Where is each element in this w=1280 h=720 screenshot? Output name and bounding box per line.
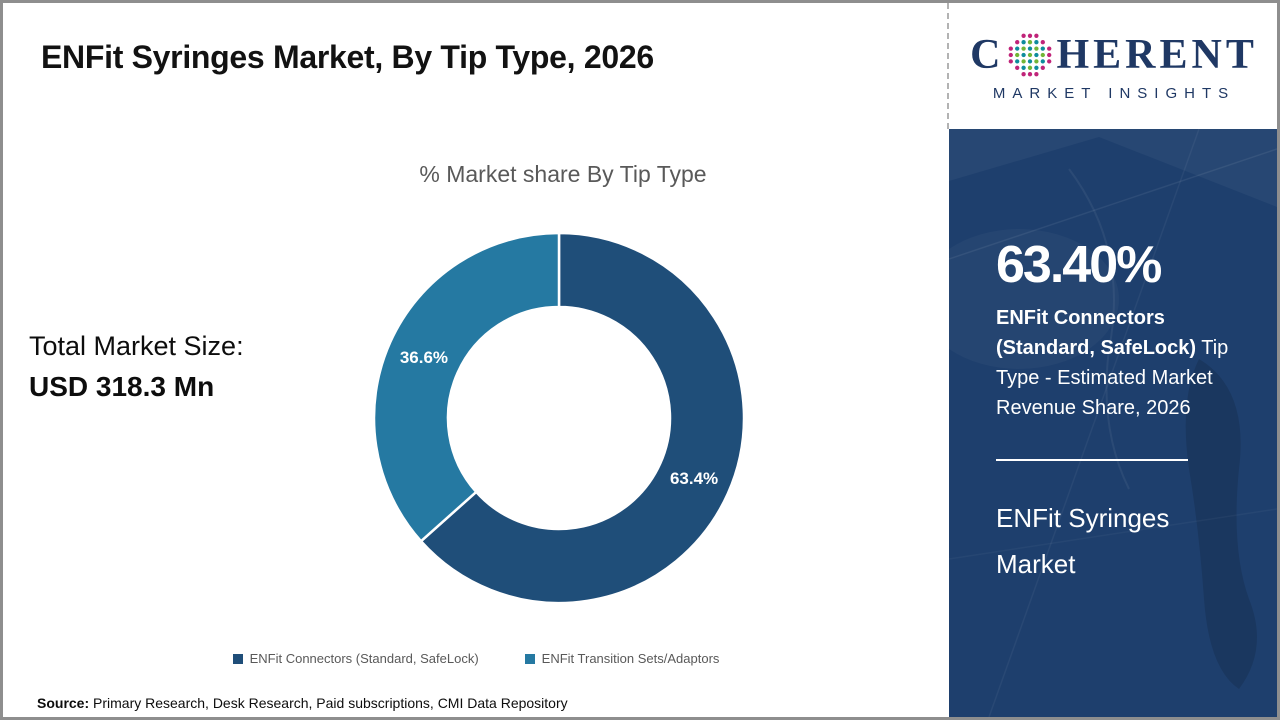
logo: C HERENT MARKET INSIGHTS (947, 3, 1277, 129)
dot-globe-icon (1009, 33, 1052, 76)
total-market-size-value: USD 318.3 Mn (29, 371, 215, 402)
donut-chart: 63.4% 36.6% (369, 228, 749, 608)
page-title: ENFit Syringes Market, By Tip Type, 2026 (41, 39, 654, 75)
legend-label-transition-sets: ENFit Transition Sets/Adaptors (541, 651, 720, 666)
logo-letter-c: C (970, 31, 1005, 78)
sidebar-market-name: ENFit Syringes Market (996, 503, 1170, 579)
total-market-size-label: Total Market Size: (29, 331, 244, 361)
source-label: Source: (37, 695, 90, 711)
sidebar-stat-description: ENFit Connectors (Standard, SafeLock) Ti… (996, 303, 1268, 423)
legend-label-connectors: ENFit Connectors (Standard, SafeLock) (249, 651, 479, 666)
logo-wordmark: C HERENT (970, 31, 1258, 79)
legend-item-connectors: ENFit Connectors (Standard, SafeLock) (232, 651, 479, 666)
sidebar-stat-description-bold: ENFit Connectors (Standard, SafeLock) (996, 307, 1197, 359)
donut-slice-label: 36.6% (400, 348, 448, 367)
legend-swatch-connectors-icon (232, 653, 243, 664)
world-map-decoration-icon (949, 129, 1277, 717)
legend-swatch-transition-sets-icon (524, 653, 535, 664)
chart-legend: ENFit Connectors (Standard, SafeLock) EN… (3, 651, 949, 666)
sidebar-divider (996, 459, 1188, 461)
donut-slice (372, 231, 561, 543)
sidebar-stat-description-rest: Tip Type - Estimated Market Revenue Shar… (996, 337, 1229, 419)
chart-title: % Market share By Tip Type (419, 161, 707, 187)
legend-item-transition-sets: ENFit Transition Sets/Adaptors (524, 651, 720, 666)
logo-tagline: MARKET INSIGHTS (992, 84, 1236, 102)
donut-chart-svg: 63.4% 36.6% (372, 231, 746, 605)
donut-slice (419, 231, 746, 605)
logo-letters-herent: HERENT (1056, 31, 1258, 78)
donut-slice-label: 63.4% (670, 469, 718, 488)
total-market-size: Total Market Size: USD 318.3 Mn (29, 331, 244, 403)
sidebar: 63.40% ENFit Connectors (Standard, SafeL… (949, 129, 1277, 717)
sidebar-stat-value: 63.40% (996, 236, 1162, 294)
source-note: Source: Primary Research, Desk Research,… (37, 695, 568, 711)
source-text: Primary Research, Desk Research, Paid su… (89, 695, 568, 711)
